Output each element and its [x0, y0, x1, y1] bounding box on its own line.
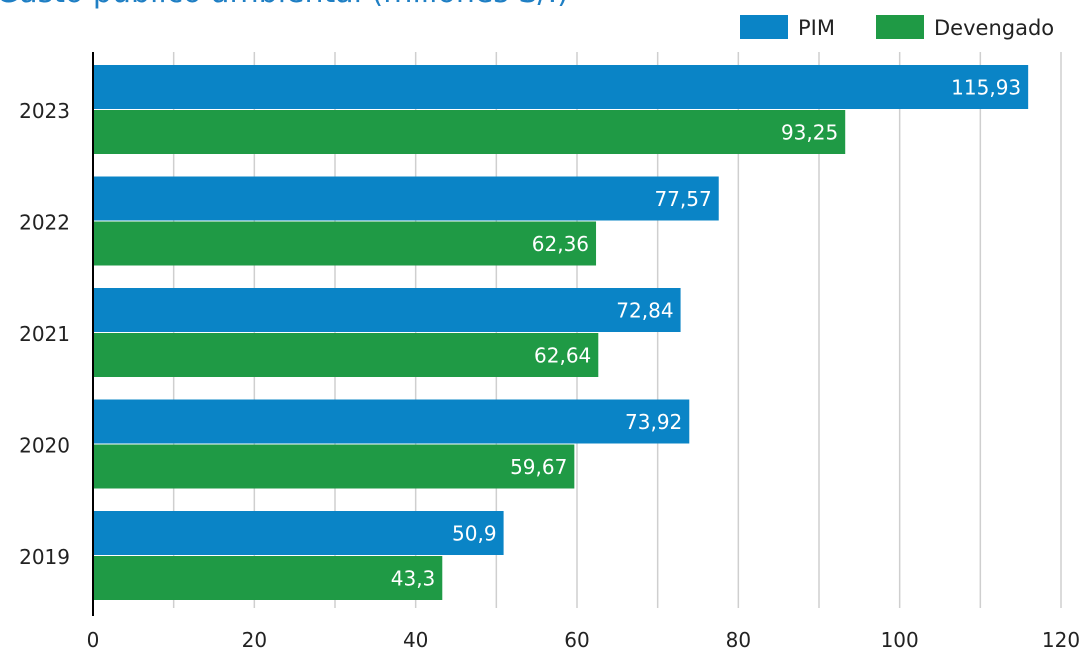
data-label: 77,57	[654, 187, 711, 211]
data-label: 43,3	[391, 567, 436, 591]
data-label: 50,9	[452, 522, 497, 546]
data-label: 72,84	[616, 299, 673, 323]
bar-devengado-2020	[93, 444, 575, 489]
x-tick-label: 60	[564, 628, 589, 652]
data-label: 62,64	[534, 344, 591, 368]
x-tick-label: 80	[726, 628, 751, 652]
y-tick-label: 2020	[19, 434, 70, 458]
bar-pim-2022	[93, 176, 719, 221]
data-label: 93,25	[781, 121, 838, 145]
bar-devengado-2019	[93, 556, 443, 600]
data-labels: 115,93 93,25 77,57 62,36 72,84 62,64 73,92 59,6…	[391, 76, 1021, 591]
bar-pim-2020	[93, 399, 690, 444]
x-tick-label: 120	[1042, 628, 1080, 652]
y-tick-label: 2019	[19, 545, 70, 569]
bar-pim-2023	[93, 65, 1029, 109]
bar-pim-2019	[93, 511, 504, 555]
y-tick-label: 2021	[19, 322, 70, 346]
bar-pim-2021	[93, 288, 681, 332]
bar-devengado-2022	[93, 221, 597, 266]
data-label: 115,93	[951, 76, 1021, 100]
x-tick-label: 40	[403, 628, 428, 652]
x-tick-label: 100	[881, 628, 919, 652]
bar-devengado-2021	[93, 333, 599, 377]
data-label: 62,36	[532, 232, 589, 256]
legend-swatch	[740, 15, 788, 39]
legend-swatch	[876, 15, 924, 39]
data-label: 73,92	[625, 410, 682, 434]
chart-title: Gasto público ambiental (millones S/.)	[0, 0, 569, 10]
x-tick-label: 0	[87, 628, 100, 652]
legend-label: PIM	[798, 16, 835, 40]
x-tick-label: 20	[242, 628, 267, 652]
y-tick-label: 2023	[19, 99, 70, 123]
legend-label: Devengado	[934, 16, 1054, 40]
axes: 0 20 40 60 80 100 120 2023 2022 2021 2020 2019	[19, 52, 1080, 652]
legend: PIM Devengado	[740, 15, 1054, 40]
bar-devengado-2023	[93, 110, 846, 154]
data-label: 59,67	[510, 455, 567, 479]
y-tick-label: 2022	[19, 211, 70, 235]
bars	[93, 65, 1029, 600]
